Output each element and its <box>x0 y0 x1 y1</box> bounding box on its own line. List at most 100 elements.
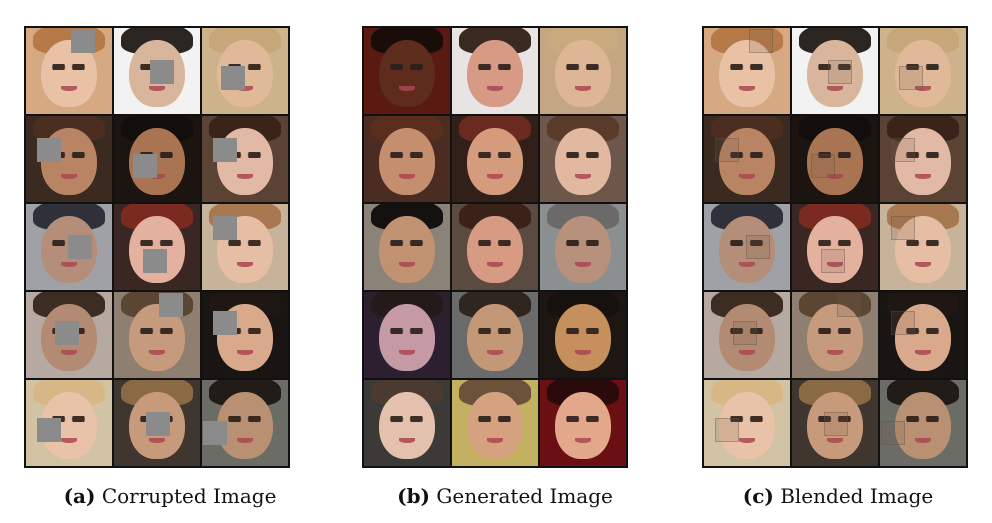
blended-image-grid <box>702 26 968 468</box>
mouth-shape <box>148 349 166 355</box>
face-thumbnail <box>364 292 450 378</box>
mouth-shape <box>148 85 166 91</box>
face-thumbnail <box>26 380 112 466</box>
mouth-shape <box>738 261 756 267</box>
eyes-shape <box>140 240 174 246</box>
face-shape <box>807 40 863 108</box>
face-shape <box>379 392 435 460</box>
eyes-shape <box>228 328 262 334</box>
face-thumbnail <box>792 204 878 290</box>
face-thumbnail <box>880 28 966 114</box>
face-thumbnail <box>202 380 288 466</box>
face-thumbnail <box>26 116 112 202</box>
face-thumbnail <box>364 116 450 202</box>
mouth-shape <box>826 85 844 91</box>
mouth-shape <box>236 437 254 443</box>
eyes-shape <box>566 64 600 70</box>
face-shape <box>719 304 775 372</box>
blended-region <box>891 138 915 162</box>
mouth-shape <box>236 261 254 267</box>
mouth-shape <box>914 85 932 91</box>
face-shape <box>807 392 863 460</box>
eyes-shape <box>566 328 600 334</box>
face-shape <box>379 128 435 196</box>
eyes-shape <box>906 416 940 422</box>
face-shape <box>467 128 523 196</box>
occlusion-mask <box>221 66 245 90</box>
face-thumbnail <box>704 380 790 466</box>
eyes-shape <box>818 240 852 246</box>
mouth-shape <box>60 349 78 355</box>
mouth-shape <box>486 261 504 267</box>
occlusion-mask <box>55 321 79 345</box>
face-shape <box>719 392 775 460</box>
occlusion-mask <box>37 138 61 162</box>
mouth-shape <box>738 85 756 91</box>
mouth-shape <box>574 173 592 179</box>
face-thumbnail <box>364 28 450 114</box>
eyes-shape <box>818 64 852 70</box>
occlusion-mask <box>213 138 237 162</box>
caption-corrupted: (a) Corrupted Image <box>55 484 285 508</box>
face-shape <box>555 128 611 196</box>
blended-region <box>824 412 848 436</box>
face-thumbnail <box>114 380 200 466</box>
eyes-shape <box>906 328 940 334</box>
blended-region <box>891 216 915 240</box>
mouth-shape <box>738 173 756 179</box>
eyes-shape <box>478 240 512 246</box>
face-thumbnail <box>704 292 790 378</box>
eyes-shape <box>730 416 764 422</box>
face-thumbnail <box>452 116 538 202</box>
face-thumbnail <box>114 116 200 202</box>
face-thumbnail <box>364 380 450 466</box>
face-thumbnail <box>792 28 878 114</box>
eyes-shape <box>478 152 512 158</box>
face-shape <box>895 128 951 196</box>
mouth-shape <box>398 261 416 267</box>
mouth-shape <box>826 437 844 443</box>
face-thumbnail <box>26 204 112 290</box>
eyes-shape <box>730 240 764 246</box>
eyes-shape <box>906 64 940 70</box>
face-shape <box>719 40 775 108</box>
occlusion-mask <box>71 29 95 53</box>
face-thumbnail <box>792 116 878 202</box>
mouth-shape <box>398 85 416 91</box>
occlusion-mask <box>68 235 92 259</box>
face-shape <box>895 40 951 108</box>
mouth-shape <box>914 173 932 179</box>
blended-region <box>899 66 923 90</box>
mouth-shape <box>236 349 254 355</box>
face-thumbnail <box>114 204 200 290</box>
caption-label: (b) <box>397 484 431 508</box>
face-shape <box>379 304 435 372</box>
blended-region <box>891 311 915 335</box>
eyes-shape <box>730 152 764 158</box>
face-shape <box>555 392 611 460</box>
caption-text: Corrupted Image <box>101 484 277 508</box>
face-thumbnail <box>114 292 200 378</box>
face-thumbnail <box>704 204 790 290</box>
face-shape <box>719 216 775 284</box>
eyes-shape <box>566 416 600 422</box>
eyes-shape <box>52 416 86 422</box>
eyes-shape <box>818 416 852 422</box>
mouth-shape <box>826 173 844 179</box>
face-shape <box>895 392 951 460</box>
face-thumbnail <box>26 292 112 378</box>
mouth-shape <box>574 85 592 91</box>
eyes-shape <box>906 240 940 246</box>
blended-region <box>881 421 905 445</box>
caption-generated: (b) Generated Image <box>385 484 625 508</box>
face-thumbnail <box>704 28 790 114</box>
blended-region <box>821 249 845 273</box>
blended-region <box>828 60 852 84</box>
caption-text: Blended Image <box>780 484 934 508</box>
face-shape <box>467 392 523 460</box>
blended-region <box>811 154 835 178</box>
face-thumbnail <box>880 204 966 290</box>
face-shape <box>379 40 435 108</box>
mouth-shape <box>486 85 504 91</box>
generated-image-grid <box>362 26 628 468</box>
